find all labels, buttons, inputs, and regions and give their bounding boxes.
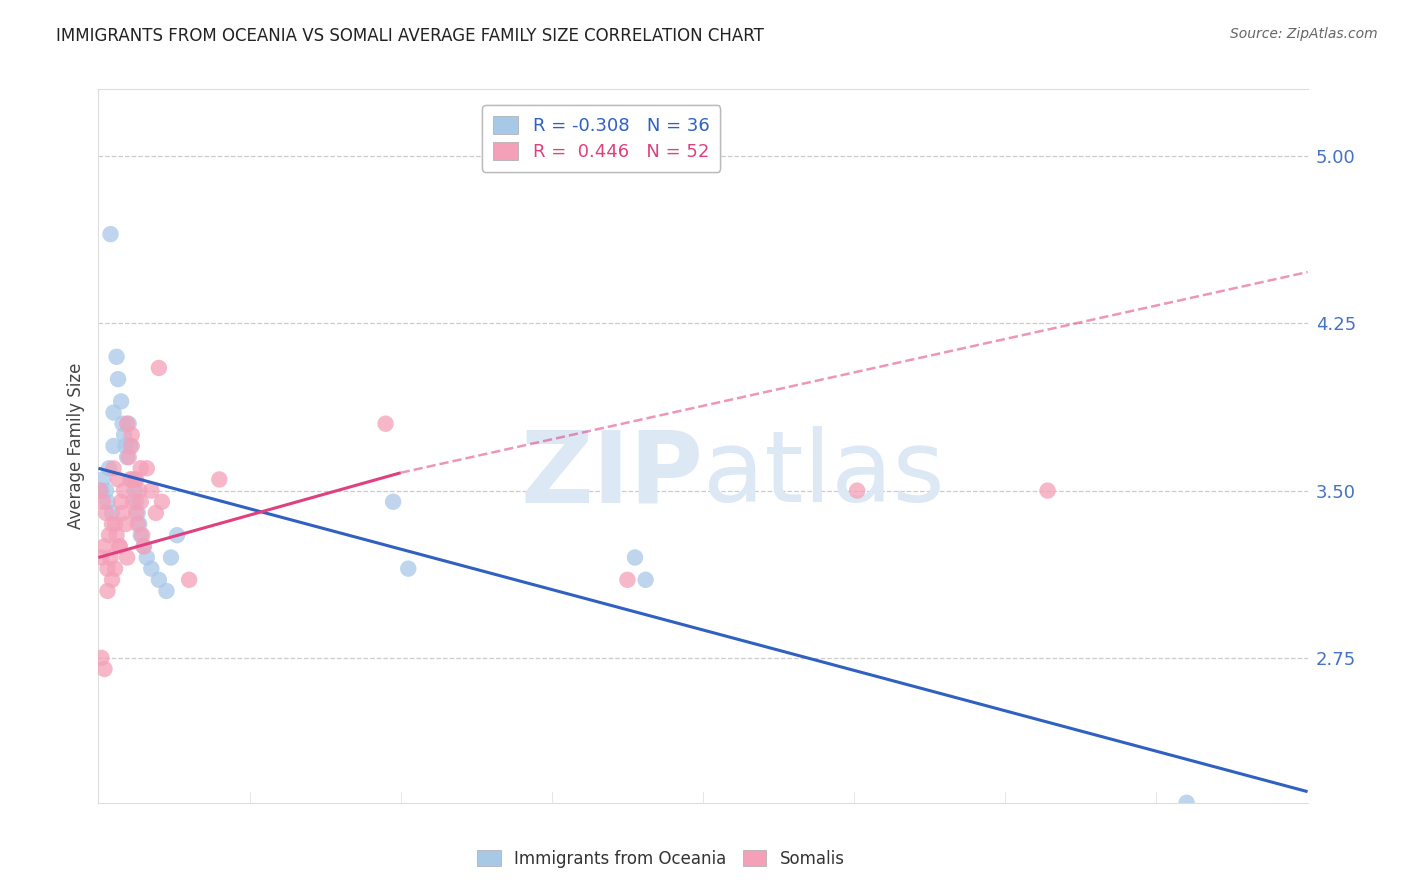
Point — [127, 516, 149, 531]
Point — [148, 573, 170, 587]
Point — [96, 494, 118, 508]
Point — [115, 450, 138, 464]
Text: Source: ZipAtlas.com: Source: ZipAtlas.com — [1230, 27, 1378, 41]
Point — [129, 461, 152, 475]
Point — [114, 516, 136, 531]
Point — [101, 516, 124, 531]
Point — [100, 550, 122, 565]
Point — [179, 573, 201, 587]
Point — [103, 439, 125, 453]
Point — [103, 461, 125, 475]
Point — [141, 483, 163, 498]
Point — [150, 494, 173, 508]
Point — [125, 494, 148, 508]
Point — [115, 550, 138, 565]
Point — [124, 472, 146, 486]
Point — [131, 528, 153, 542]
Point — [91, 494, 114, 508]
Point — [145, 506, 167, 520]
Point — [90, 651, 112, 665]
Point — [129, 494, 152, 508]
Point — [104, 516, 127, 531]
Text: atlas: atlas — [703, 426, 945, 523]
Point — [132, 539, 155, 553]
Point — [100, 227, 122, 241]
Point — [166, 528, 188, 542]
Point — [98, 461, 121, 475]
Point — [135, 550, 157, 565]
Point — [114, 439, 136, 453]
Point — [120, 439, 142, 453]
Point — [89, 483, 111, 498]
Point — [141, 562, 163, 576]
Point — [94, 483, 117, 498]
Point — [1036, 483, 1059, 498]
Point — [118, 417, 141, 431]
Point — [90, 550, 112, 565]
Point — [101, 573, 124, 587]
Point — [127, 506, 149, 520]
Point — [125, 506, 148, 520]
Point — [148, 360, 170, 375]
Point — [128, 483, 150, 498]
Point — [135, 461, 157, 475]
Point — [101, 506, 124, 520]
Point — [120, 472, 142, 486]
Point — [118, 450, 141, 464]
Point — [93, 539, 115, 553]
Point — [98, 528, 121, 542]
Point — [105, 350, 128, 364]
Point — [107, 372, 129, 386]
Point — [110, 394, 132, 409]
Point — [96, 583, 118, 598]
Point — [111, 506, 134, 520]
Point — [128, 516, 150, 531]
Point — [105, 528, 128, 542]
Point — [616, 573, 638, 587]
Point — [91, 472, 114, 486]
Legend: Immigrants from Oceania, Somalis: Immigrants from Oceania, Somalis — [471, 844, 851, 875]
Text: ZIP: ZIP — [520, 426, 703, 523]
Point — [382, 494, 405, 508]
Point — [155, 583, 177, 598]
Point — [108, 539, 131, 553]
Point — [396, 562, 419, 576]
Point — [103, 405, 125, 419]
Point — [111, 417, 134, 431]
Point — [122, 494, 145, 508]
Point — [107, 472, 129, 486]
Point — [121, 427, 143, 442]
Text: IMMIGRANTS FROM OCEANIA VS SOMALI AVERAGE FAMILY SIZE CORRELATION CHART: IMMIGRANTS FROM OCEANIA VS SOMALI AVERAG… — [56, 27, 763, 45]
Point — [125, 472, 148, 486]
Point — [112, 483, 135, 498]
Point — [634, 573, 657, 587]
Point — [121, 439, 143, 453]
Point — [96, 562, 118, 576]
Point — [121, 472, 143, 486]
Point — [115, 417, 138, 431]
Legend: R = -0.308   N = 36, R =  0.446   N = 52: R = -0.308 N = 36, R = 0.446 N = 52 — [482, 105, 720, 172]
Point — [846, 483, 869, 498]
Point — [104, 562, 127, 576]
Point — [112, 427, 135, 442]
Point — [1175, 796, 1198, 810]
Y-axis label: Average Family Size: Average Family Size — [66, 363, 84, 529]
Point — [208, 472, 231, 486]
Point — [110, 494, 132, 508]
Point — [129, 528, 152, 542]
Point — [124, 483, 146, 498]
Point — [624, 550, 647, 565]
Point — [374, 417, 396, 431]
Point — [90, 483, 112, 498]
Point — [108, 539, 131, 553]
Point — [94, 506, 117, 520]
Point — [160, 550, 183, 565]
Point — [132, 539, 155, 553]
Point — [93, 662, 115, 676]
